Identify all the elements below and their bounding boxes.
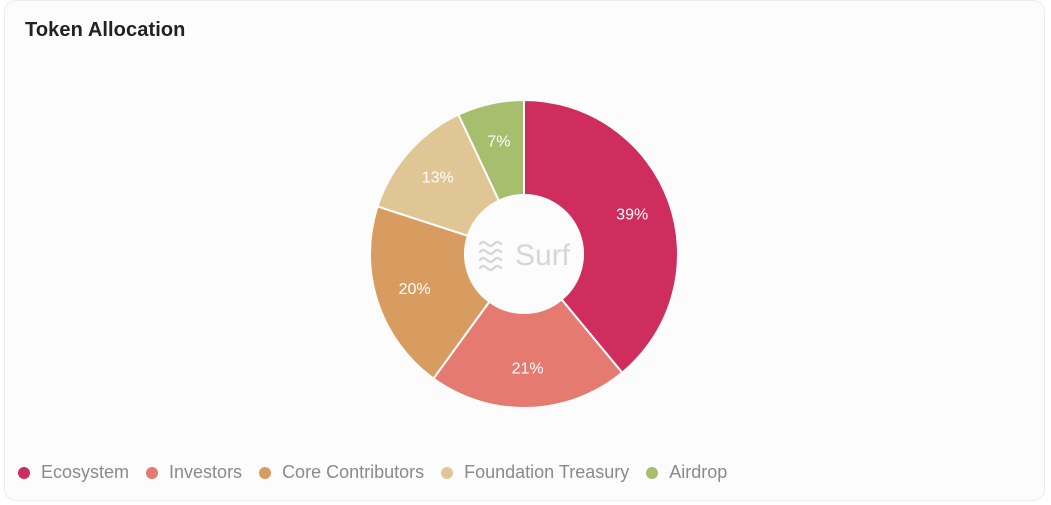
token-allocation-card: Token Allocation [4, 0, 1045, 501]
legend-label: Ecosystem [41, 462, 130, 482]
slice-label-core-contributors: 20% [399, 281, 431, 298]
slice-foundation-treasury[interactable] [376, 113, 500, 237]
slice-investors[interactable] [432, 298, 624, 409]
legend-dot-icon [259, 466, 272, 479]
legend-dot-icon [146, 466, 159, 479]
watermark-text: Surf [515, 239, 571, 272]
legend-item-airdrop[interactable]: Airdrop [646, 462, 727, 483]
chart-legend: Ecosystem Investors Core Contributors Found… [18, 462, 744, 483]
legend-item-ecosystem[interactable]: Ecosystem [18, 462, 129, 483]
legend-dot-icon [441, 466, 454, 479]
surf-waves-icon [478, 240, 503, 272]
legend-item-foundation-treasury[interactable]: Foundation Treasury [441, 462, 629, 483]
legend-label: Foundation Treasury [464, 462, 630, 482]
legend-label: Core Contributors [282, 462, 425, 482]
legend-label: Airdrop [669, 462, 728, 482]
legend-item-core-contributors[interactable]: Core Contributors [259, 462, 424, 483]
slice-labels: 39% 21% 20% 13% 7% [399, 133, 649, 377]
legend-dot-icon [646, 466, 659, 479]
legend-dot-icon [18, 466, 30, 479]
legend-label: Investors [169, 462, 243, 482]
slice-label-investors: 21% [512, 360, 544, 377]
slice-ecosystem[interactable] [523, 99, 679, 374]
donut-slices [369, 99, 679, 409]
slice-core-contributors[interactable] [369, 205, 491, 380]
legend-item-investors[interactable]: Investors [146, 462, 242, 483]
surf-watermark: Surf [478, 239, 571, 272]
slice-label-foundation-treasury: 13% [422, 169, 454, 186]
slice-label-airdrop: 7% [487, 133, 510, 150]
card-title: Token Allocation [25, 19, 186, 41]
slice-label-ecosystem: 39% [616, 207, 648, 224]
slice-airdrop[interactable] [457, 99, 525, 202]
